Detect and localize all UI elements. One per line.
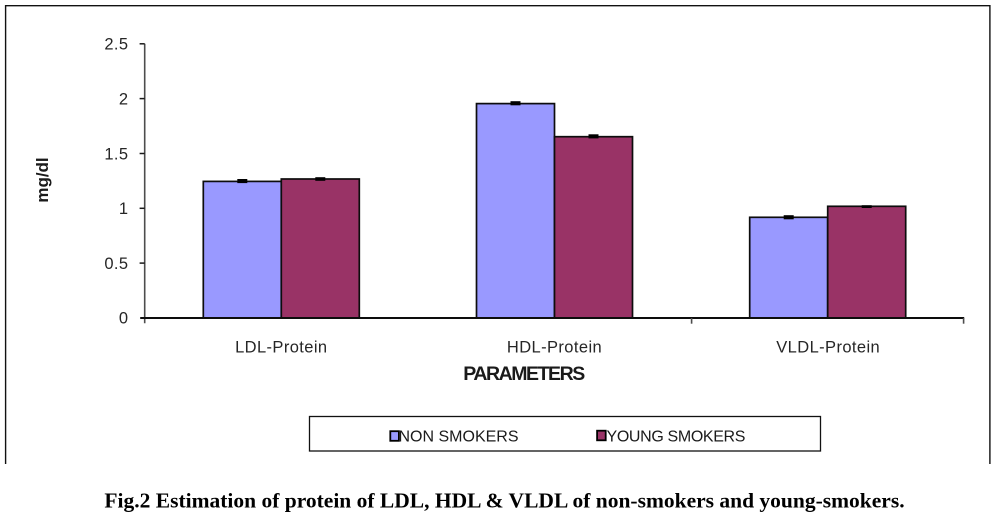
svg-text:2.5: 2.5 xyxy=(104,36,128,54)
svg-text:0.5: 0.5 xyxy=(104,255,128,273)
svg-text:LDL-Protein: LDL-Protein xyxy=(235,338,327,356)
svg-text:VLDL-Protein: VLDL-Protein xyxy=(776,338,880,356)
svg-text:NON SMOKERS: NON SMOKERS xyxy=(399,429,519,446)
svg-text:PARAMETERS: PARAMETERS xyxy=(463,363,585,385)
svg-text:1.5: 1.5 xyxy=(104,145,128,163)
svg-text:2: 2 xyxy=(119,90,129,108)
svg-text:0: 0 xyxy=(119,310,129,328)
svg-text:YOUNG SMOKERS: YOUNG SMOKERS xyxy=(607,429,746,446)
svg-text:1: 1 xyxy=(119,200,129,218)
svg-text:HDL-Protein: HDL-Protein xyxy=(507,338,602,356)
svg-text:mg/dl: mg/dl xyxy=(33,157,52,202)
svg-text:Fig.2 Estimation of protein of: Fig.2 Estimation of protein of LDL, HDL … xyxy=(104,488,904,512)
